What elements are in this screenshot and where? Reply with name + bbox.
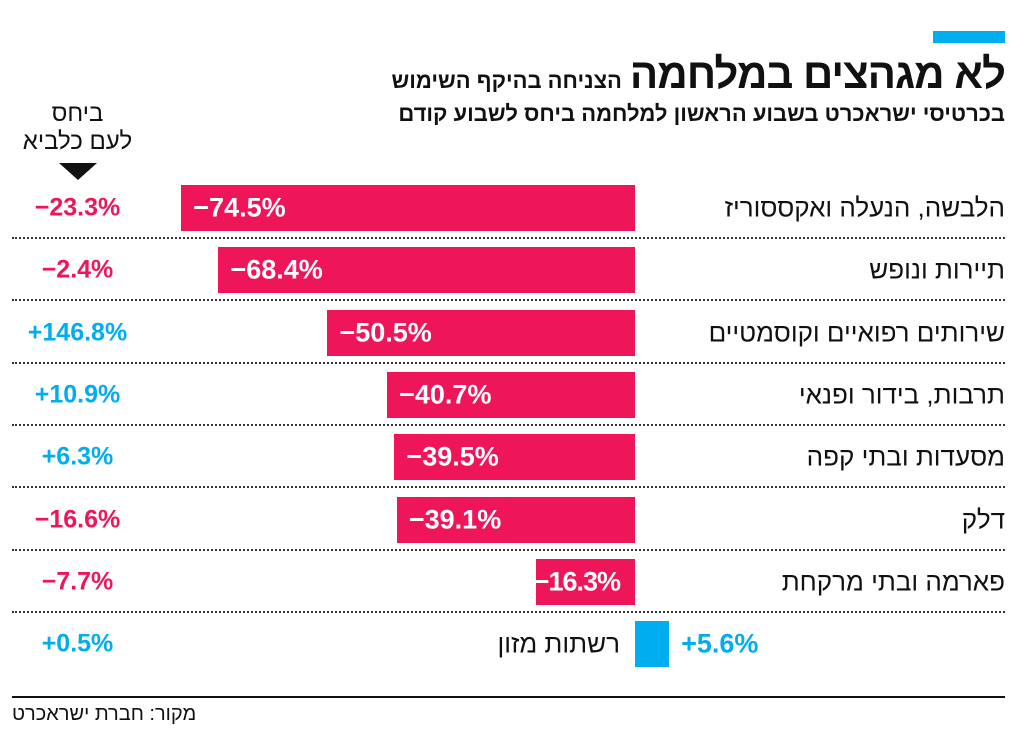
bottom-rule	[12, 696, 1005, 698]
bar	[218, 247, 635, 294]
source-note: מקור: חברת ישראכרט	[12, 703, 197, 725]
comparison-value: +6.3%	[41, 442, 114, 471]
comparison-value: +0.5%	[41, 629, 114, 658]
row-divider	[12, 299, 1005, 302]
comparison-value: −2.4%	[41, 255, 114, 284]
title-secondary: הצניחה בהיקף השימוש	[391, 68, 622, 93]
category-label: דלק	[961, 504, 1005, 534]
arrow-down-icon	[59, 163, 97, 180]
bar	[327, 309, 635, 356]
comparison-value: −16.6%	[34, 505, 121, 533]
category-label: הלבשה, הנעלה ואקססוריז	[724, 192, 1005, 223]
row-divider	[12, 610, 1005, 613]
chart-title: לא מגהצים במלחמה הצניחה בהיקף השימוש	[391, 50, 1006, 98]
comparison-header: ביחס לעם כלביא	[0, 100, 155, 156]
category-label: תרבות, בידור ופנאי	[798, 379, 1005, 410]
category-label: מסעדות ובתי קפה	[806, 441, 1005, 472]
row-divider	[12, 237, 1005, 239]
bar-value-label: −68.4%	[230, 254, 323, 285]
title-main: לא מגהצים במלחמה	[629, 50, 1006, 97]
comparison-value: −7.7%	[41, 567, 114, 596]
row-divider	[12, 548, 1005, 551]
bar-value-label: +5.6%	[681, 628, 759, 659]
row-divider	[12, 486, 1005, 489]
category-label: תיירות ונופש	[869, 254, 1005, 285]
bar	[535, 558, 635, 605]
comparison-value: +146.8%	[27, 318, 128, 347]
comparison-value: −23.3%	[34, 193, 121, 222]
bar-value-label: −40.7%	[399, 379, 492, 410]
comparison-value: +10.9%	[34, 380, 121, 409]
category-label: שירותים רפואיים וקוסמטיים	[708, 317, 1005, 348]
row-divider	[12, 423, 1005, 426]
bar	[396, 496, 635, 543]
bar-value-label: −74.5%	[193, 192, 286, 223]
category-label: פארמה ובתי מרקחת	[781, 566, 1005, 597]
bar-value-label: −16.3%	[533, 566, 621, 597]
bar	[394, 434, 635, 481]
bar-value-label: −39.5%	[406, 441, 499, 472]
bar	[635, 621, 670, 668]
bar	[181, 185, 635, 231]
row-divider	[12, 361, 1005, 364]
accent-bar	[933, 31, 1005, 43]
bar-value-label: −50.5%	[339, 317, 432, 348]
bar-value-label: −39.1%	[408, 504, 502, 534]
comparison-header-line2: לעם כלביא	[22, 128, 133, 155]
category-label: רשתות מזון	[497, 628, 620, 659]
bar	[387, 371, 635, 418]
comparison-header-line1: ביחס	[51, 100, 104, 127]
chart-subtitle: בכרטיסי ישראכרט בשבוע הראשון למלחמה ביחס…	[398, 101, 1005, 126]
